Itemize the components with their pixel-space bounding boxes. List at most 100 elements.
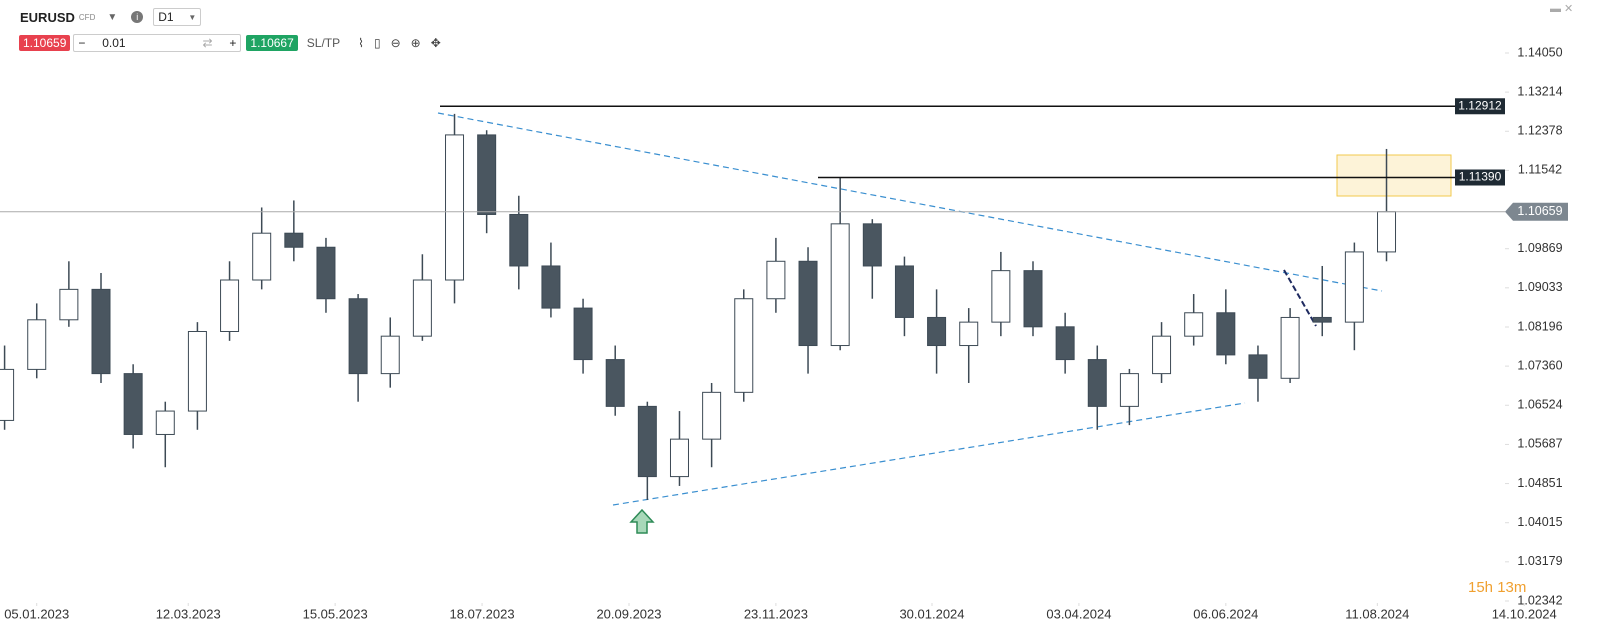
candle-body	[316, 246, 336, 300]
trendline	[437, 112, 1383, 292]
candle-body	[669, 438, 689, 478]
candle-body	[637, 405, 657, 478]
minus-button[interactable]: −	[78, 36, 86, 50]
y-tick-label: 1.09033	[1517, 280, 1562, 294]
y-tick-label: 1.02342	[1517, 593, 1562, 607]
candle-body	[1119, 373, 1139, 407]
x-tick-label: 30.01.2024	[899, 606, 964, 621]
chart-tools[interactable]: ⌇▯⊖⊕✥	[358, 36, 451, 50]
candle-body	[894, 265, 914, 318]
candle-body	[27, 319, 47, 370]
level-label-box	[1455, 169, 1505, 186]
candle-body	[1344, 251, 1364, 323]
dropdown[interactable]: ▼	[107, 11, 118, 23]
candle-body	[1087, 359, 1107, 407]
x-tick-label: 23.11.2023	[744, 606, 808, 621]
trendline	[612, 402, 1246, 506]
y-tick-label: 1.04015	[1517, 515, 1562, 529]
candle-body	[798, 260, 818, 347]
x-tick-label: 03.04.2024	[1046, 606, 1111, 621]
candle-body	[252, 232, 272, 281]
info-icon[interactable]: i	[131, 11, 144, 23]
y-tick-label: 1.11542	[1518, 163, 1562, 177]
x-tick-label: 15.05.2023	[303, 606, 368, 621]
candle-body	[830, 223, 850, 347]
y-tick-label: 1.09869	[1517, 241, 1562, 255]
candle-body	[1312, 316, 1332, 323]
trendline	[1283, 269, 1317, 327]
candle-body	[477, 134, 497, 215]
arrow-up	[629, 508, 655, 534]
buy-button[interactable]: 1.10667	[246, 35, 298, 51]
sell-button[interactable]: 1.10659	[19, 35, 71, 51]
candle-body	[445, 134, 465, 281]
timeframe: D1	[158, 10, 174, 24]
candle-body	[380, 335, 400, 375]
candle-body	[991, 270, 1011, 323]
symbol[interactable]: EURUSD	[20, 9, 75, 25]
candle-body	[541, 265, 561, 309]
candle-body	[1248, 354, 1268, 379]
instrument-type: CFD	[78, 12, 96, 22]
candle-body	[509, 213, 529, 267]
candle-body	[734, 298, 754, 393]
candle-body	[123, 373, 143, 435]
window-controls[interactable]: ▬ ✕	[1550, 3, 1573, 15]
candle-body	[1216, 312, 1236, 356]
candle-body	[155, 410, 175, 435]
timer: 15h 13m	[1468, 579, 1526, 596]
candle-body	[605, 359, 625, 407]
candle-body	[284, 232, 304, 248]
x-tick-label: 14.10.2024	[1492, 606, 1557, 621]
x-tick-label: 06.06.2024	[1193, 606, 1258, 621]
candle-body	[1055, 326, 1075, 361]
swap-icon[interactable]: ⇄	[202, 36, 213, 50]
last-price-box	[1505, 202, 1568, 221]
candle-body	[1023, 270, 1043, 328]
candle-body	[927, 316, 947, 347]
y-tick-label: 1.05687	[1517, 437, 1562, 451]
y-tick-label: 1.08196	[1517, 319, 1562, 333]
y-tick-label: 1.12378	[1517, 124, 1562, 138]
candle-body	[348, 298, 368, 375]
last-price-label: 1.10659	[1517, 204, 1562, 218]
x-tick-label: 11.08.2024	[1345, 606, 1409, 621]
y-tick-label: 1.13214	[1517, 84, 1562, 98]
plus-button[interactable]: +	[229, 36, 237, 50]
trade-bar: 1.10659 − 0.01 ⇄ + 1.10667 SL/TP ⌇▯⊖⊕✥	[19, 34, 451, 52]
level-label: 1.12912	[1458, 98, 1502, 112]
candle-body	[766, 260, 786, 300]
x-tick-label: 18.07.2023	[450, 606, 515, 621]
volume[interactable]: 0.01	[102, 36, 126, 50]
sl-tp-button[interactable]: SL/TP	[306, 36, 341, 50]
candle-body	[1152, 335, 1172, 375]
candle-body	[1184, 312, 1204, 337]
candle-body	[412, 279, 432, 337]
candle-body	[187, 330, 207, 412]
y-tick-label: 1.14050	[1517, 45, 1562, 59]
y-tick-label: 1.03179	[1517, 554, 1562, 568]
candle-body	[573, 307, 593, 361]
candle-body	[0, 368, 15, 421]
timeframe-select[interactable]: D1 ▼	[153, 8, 202, 26]
highlight-zone	[1336, 154, 1452, 197]
candle-body	[220, 279, 240, 332]
volume-box: − 0.01 ⇄ +	[73, 34, 242, 52]
level-label-box	[1455, 98, 1505, 115]
candle-body	[702, 391, 722, 440]
candle-body	[91, 288, 111, 375]
candle-body	[1280, 316, 1300, 379]
x-tick-label: 20.09.2023	[596, 606, 661, 621]
symbol-bar: EURUSD CFD ▼ i D1 ▼	[20, 8, 202, 26]
x-tick-label: 05.01.2023	[4, 606, 69, 621]
candle-body	[862, 223, 882, 267]
candle-body	[959, 321, 979, 347]
y-tick-label: 1.04851	[1517, 476, 1562, 490]
x-tick-label: 12.03.2023	[156, 606, 221, 621]
candle-body	[1377, 211, 1397, 253]
candle-body	[59, 288, 79, 321]
level-label: 1.11390	[1459, 170, 1502, 184]
y-tick-label: 1.06524	[1517, 398, 1562, 412]
